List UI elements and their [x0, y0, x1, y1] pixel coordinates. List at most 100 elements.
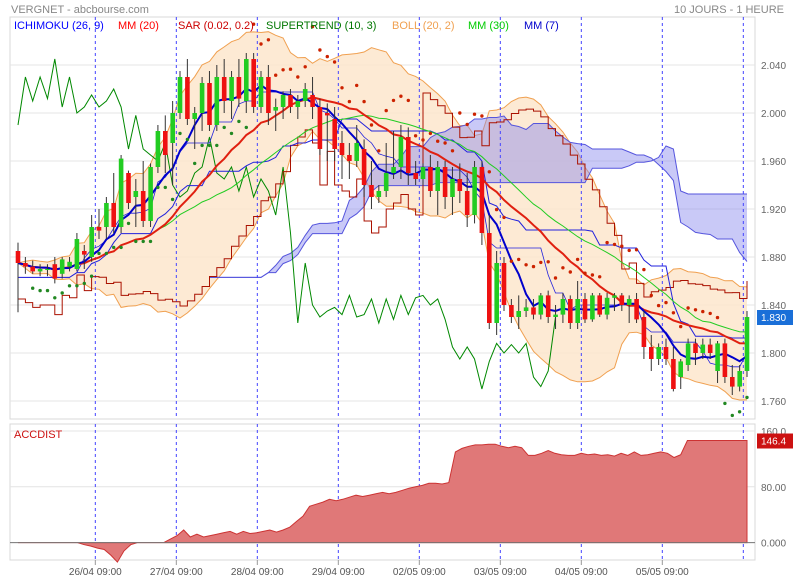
x-tick-label: 03/05 09:00 [474, 567, 527, 578]
sar-dot [686, 306, 690, 310]
candle-body [575, 299, 580, 323]
sar-dot [377, 149, 381, 153]
sar-dot [193, 161, 197, 166]
price-tick-label: 1.960 [761, 157, 786, 168]
candle-body [15, 251, 21, 263]
legend-item: BOLL (20, 2) [392, 20, 455, 32]
candle-body [693, 343, 698, 353]
sar-dot [170, 197, 175, 202]
candle-body [428, 167, 433, 191]
candle-body [509, 305, 514, 317]
candle-body [133, 191, 139, 197]
sar-dot [723, 401, 727, 406]
candle-body [148, 167, 153, 221]
candle-body [288, 95, 293, 107]
legend-item: SUPERTREND (10, 3) [266, 20, 376, 32]
candle-body [479, 167, 485, 233]
sar-dot [531, 264, 536, 269]
candle-body [722, 343, 728, 377]
candle-body [420, 167, 426, 179]
sar-dot [575, 257, 580, 262]
sar-dot [598, 275, 602, 279]
sar-dot [642, 267, 646, 272]
candle-body [45, 269, 50, 270]
sar-dot [45, 288, 50, 293]
candle-body [406, 137, 411, 173]
sar-dot [605, 240, 609, 245]
price-tick-label: 1.880 [761, 253, 786, 264]
sar-dot [332, 60, 337, 64]
candle-body [280, 95, 286, 107]
candle-body [582, 299, 588, 320]
indicator-lines [17, 58, 748, 390]
candle-body [464, 191, 470, 215]
sar-dot [141, 239, 145, 244]
sar-dot [561, 266, 565, 270]
sar-dot [715, 315, 720, 320]
sar-dot [553, 276, 558, 280]
sar-dot [502, 215, 506, 220]
sar-dot [222, 125, 226, 130]
price-tick-label: 1.800 [761, 349, 786, 360]
ma7-line [17, 83, 748, 363]
candle-body [192, 113, 197, 119]
candle-body [244, 59, 249, 101]
price-tick-label: 1.920 [761, 205, 786, 216]
sar-dot [200, 143, 204, 148]
candle-body [634, 299, 639, 320]
candle-body [442, 167, 448, 197]
sar-dot [693, 308, 698, 312]
candle-body [376, 191, 382, 197]
candle-body [30, 266, 35, 272]
cloud-fill [209, 116, 747, 278]
candle-body [494, 263, 499, 323]
sar-dot [649, 293, 653, 298]
candle-body [730, 377, 735, 387]
chart-title: VERGNET - abcbourse.com [11, 4, 149, 16]
x-tick-label: 04/05 09:00 [555, 567, 608, 578]
sar-dot [679, 324, 683, 329]
candle-body [52, 264, 58, 279]
sar-dot [318, 48, 322, 52]
candle-body [663, 347, 669, 359]
sar-dot [104, 251, 109, 256]
sar-dot [281, 68, 285, 72]
price-tick-label: 1.840 [761, 301, 786, 312]
candle-body [516, 311, 521, 317]
candle-body [302, 89, 308, 101]
sar-dot [413, 134, 418, 138]
candle-body [140, 191, 146, 221]
sar-dot [708, 311, 712, 316]
candle-body [89, 227, 94, 257]
sar-dot [355, 83, 359, 88]
candle-body [266, 77, 271, 113]
candle-body [612, 295, 617, 298]
sar-dot [701, 309, 705, 314]
sar-dot [369, 123, 374, 127]
candle-body [391, 167, 396, 173]
sar-dot [620, 244, 624, 248]
last-price-badge [757, 310, 793, 325]
span-b-line [209, 145, 747, 278]
sar-dot [362, 99, 366, 104]
last-accdist-badge [757, 433, 793, 449]
candle-body [185, 77, 190, 119]
candle-body [641, 317, 647, 347]
candle-body [96, 227, 102, 231]
candle-body [656, 347, 661, 359]
accdist-axis: 160.0 80.00 0.000 [761, 427, 786, 550]
accdist-tick-label: 80.00 [761, 483, 786, 494]
sar-dot [730, 413, 734, 418]
accdist-label: ACCDIST [14, 429, 63, 441]
price-tick-label: 2.000 [761, 109, 786, 120]
period-label: 10 JOURS - 1 HEURE [674, 4, 784, 16]
sar-dot [67, 284, 72, 288]
candle-body [155, 131, 161, 167]
chikou-line [17, 58, 556, 390]
candle-body [258, 77, 264, 107]
sar-dot [590, 273, 595, 277]
candle-body [339, 143, 345, 155]
sar-dot [215, 143, 219, 148]
sar-dot [244, 125, 248, 130]
candle-body [332, 119, 337, 149]
